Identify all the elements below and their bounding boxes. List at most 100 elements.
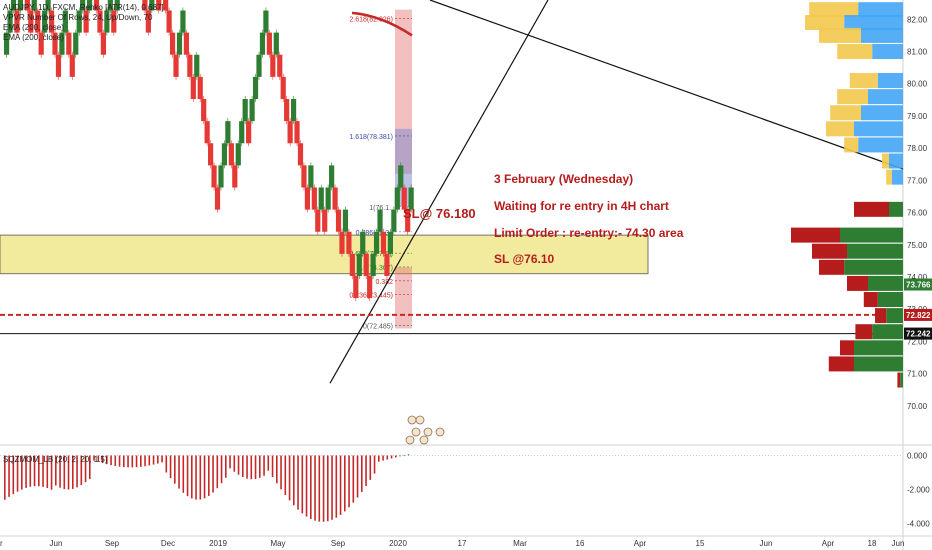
volume-profile-up-bar bbox=[872, 324, 903, 340]
annotation-sl-label: SL@ 76.180 bbox=[403, 206, 476, 221]
oscillator-bar bbox=[80, 455, 83, 486]
renko-brick bbox=[66, 32, 72, 55]
oscillator-bar bbox=[195, 455, 197, 500]
volume-profile-up-bar bbox=[889, 153, 903, 169]
volume-profile-up-bar bbox=[889, 201, 903, 217]
renko-brick bbox=[145, 10, 151, 33]
renko-brick bbox=[356, 253, 362, 277]
renko-brick bbox=[97, 10, 103, 33]
renko-brick bbox=[391, 209, 397, 232]
renko-brick bbox=[377, 209, 383, 232]
renko-brick bbox=[235, 143, 241, 166]
oscillator-bar bbox=[46, 455, 49, 488]
event-marker-icon bbox=[419, 435, 429, 445]
oscillator-bar bbox=[220, 455, 223, 484]
volume-profile-down-bar bbox=[805, 15, 845, 31]
renko-brick bbox=[387, 231, 393, 254]
renko-brick bbox=[284, 99, 290, 122]
time-tick-label: 18 bbox=[868, 539, 877, 548]
renko-brick bbox=[318, 187, 324, 210]
volume-profile-up-bar bbox=[854, 121, 903, 137]
oscillator-bar bbox=[42, 455, 44, 487]
price-tick-label: 72.00 bbox=[907, 337, 928, 346]
legend-symbol-line[interactable]: AUDJPY, 1D, FXCM, Renko [ATR(14), 0.687] bbox=[3, 3, 164, 12]
volume-profile-down-bar bbox=[844, 137, 859, 153]
renko-brick bbox=[218, 165, 224, 188]
oscillator-bar bbox=[310, 455, 312, 519]
renko-brick bbox=[322, 209, 328, 232]
time-tick-label: 16 bbox=[576, 539, 585, 548]
renko-brick bbox=[252, 76, 259, 100]
volume-profile-down-bar bbox=[855, 324, 873, 340]
renko-brick bbox=[228, 143, 234, 166]
legend-ema-line-1[interactable]: EMA (200, close) bbox=[3, 23, 64, 32]
time-tick-label: r bbox=[0, 539, 3, 548]
time-tick-label: Mar bbox=[513, 539, 527, 548]
oscillator-bar bbox=[276, 455, 278, 484]
renko-brick bbox=[7, 10, 13, 33]
renko-brick bbox=[294, 121, 300, 144]
volume-profile-down-bar bbox=[837, 89, 868, 105]
renko-brick bbox=[277, 54, 283, 77]
volume-profile-up-bar bbox=[868, 89, 903, 105]
renko-brick bbox=[114, 0, 120, 11]
oscillator-bar bbox=[174, 455, 176, 484]
renko-brick bbox=[24, 0, 30, 11]
oscillator-bar bbox=[246, 455, 248, 479]
oscillator-legend[interactable]: SQZMOM_LB (20, 2, 20, 1.5) bbox=[3, 455, 108, 464]
oscillator-bar bbox=[114, 455, 117, 466]
oscillator-bar bbox=[271, 455, 274, 478]
renko-brick bbox=[183, 32, 189, 55]
oscillator-bar bbox=[140, 455, 142, 467]
price-label-box bbox=[904, 308, 932, 321]
volume-profile-down-bar bbox=[882, 153, 889, 169]
renko-brick bbox=[31, 0, 37, 11]
time-tick-label: Jun bbox=[892, 539, 905, 548]
renko-brick bbox=[360, 231, 366, 254]
renko-brick bbox=[4, 32, 10, 55]
oscillator-bar bbox=[225, 455, 227, 478]
legend-vpvr-line[interactable]: VPVR Number Of Rows, 24, Up/Down, 70 bbox=[3, 13, 153, 22]
oscillator-bar bbox=[106, 455, 108, 465]
renko-brick bbox=[239, 121, 245, 144]
oscillator-bar bbox=[344, 455, 346, 512]
price-tick-label: 76.00 bbox=[907, 209, 928, 218]
oscillator-bar bbox=[199, 455, 202, 500]
volume-profile-up-bar bbox=[868, 275, 903, 291]
oscillator-bar bbox=[365, 455, 367, 487]
event-markers bbox=[405, 415, 445, 445]
renko-brick bbox=[367, 276, 373, 299]
oscillator-bar bbox=[399, 455, 401, 457]
renko-brick bbox=[249, 99, 255, 122]
price-tick-label: 70.00 bbox=[907, 402, 928, 411]
legend-ema-line-2[interactable]: EMA (200, close) bbox=[3, 33, 64, 42]
renko-brick bbox=[211, 165, 217, 188]
renko-brick bbox=[48, 10, 55, 33]
oscillator-bar bbox=[93, 455, 95, 461]
event-marker-icon bbox=[407, 415, 417, 425]
renko-brick bbox=[401, 187, 407, 210]
oscillator-bar bbox=[21, 455, 23, 490]
renko-brick bbox=[187, 54, 193, 77]
volume-profile-down-bar bbox=[837, 44, 873, 60]
oscillator-bar bbox=[59, 455, 61, 488]
fib-zone-lower bbox=[395, 267, 412, 329]
volume-profile-down-bar bbox=[886, 169, 892, 185]
time-tick-label: 15 bbox=[696, 539, 705, 548]
oscillator-tick-label: 0.000 bbox=[907, 452, 928, 461]
renko-brick bbox=[14, 10, 20, 33]
renko-brick bbox=[273, 32, 279, 55]
volume-profile-up-bar bbox=[861, 27, 903, 43]
renko-brick bbox=[398, 165, 404, 188]
oscillator-bar bbox=[407, 454, 410, 456]
volume-profile-down-bar bbox=[847, 275, 868, 291]
event-marker-icon bbox=[435, 427, 445, 437]
oscillator-bar bbox=[157, 455, 159, 464]
oscillator-bar bbox=[390, 455, 393, 459]
price-tick-label: 74.00 bbox=[907, 273, 928, 282]
renko-brick bbox=[149, 0, 155, 11]
annotation-waiting: Waiting for re entry in 4H chart bbox=[494, 199, 669, 213]
renko-brick bbox=[38, 32, 44, 55]
renko-brick bbox=[180, 10, 186, 33]
